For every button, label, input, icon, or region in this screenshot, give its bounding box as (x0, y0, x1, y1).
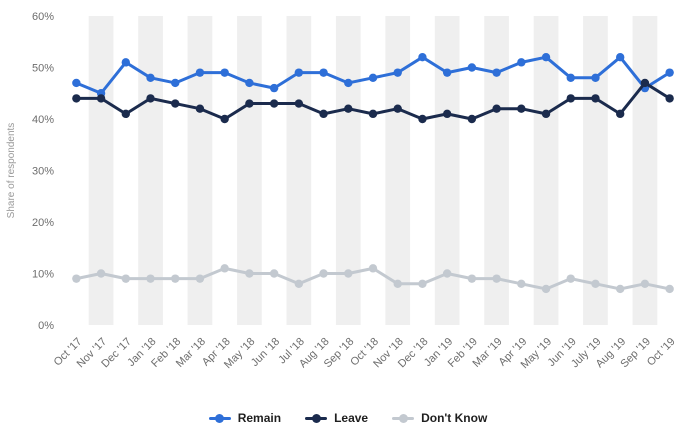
legend-label-remain: Remain (237, 411, 282, 425)
series-remain (72, 53, 674, 98)
legend-marker-dont-know-icon (392, 413, 415, 423)
svg-text:40%: 40% (32, 114, 54, 126)
series-don-t-know (72, 264, 674, 294)
svg-text:0%: 0% (38, 320, 54, 332)
svg-text:Oct '19: Oct '19 (645, 336, 678, 369)
y-axis: 0% 10% 20% 30% 40% 50% 60% (32, 11, 54, 332)
legend-item-remain[interactable]: Remain (208, 411, 282, 425)
svg-text:50%: 50% (32, 63, 54, 75)
legend-label-leave: Leave (334, 411, 369, 425)
legend-item-dont-know[interactable]: Don't Know (392, 411, 487, 425)
y-axis-title: Share of respondents (6, 123, 17, 219)
legend-marker-leave-icon (305, 413, 328, 423)
svg-text:10%: 10% (32, 269, 54, 281)
svg-text:20%: 20% (32, 217, 54, 229)
series-leave (72, 78, 674, 124)
legend-item-leave[interactable]: Leave (305, 411, 368, 425)
svg-text:30%: 30% (32, 166, 54, 178)
legend-marker-remain-icon (208, 413, 231, 423)
legend-label-dont-know: Don't Know (421, 411, 488, 425)
chart-legend: Remain Leave Don't Know (0, 411, 696, 425)
svg-text:60%: 60% (32, 11, 54, 23)
